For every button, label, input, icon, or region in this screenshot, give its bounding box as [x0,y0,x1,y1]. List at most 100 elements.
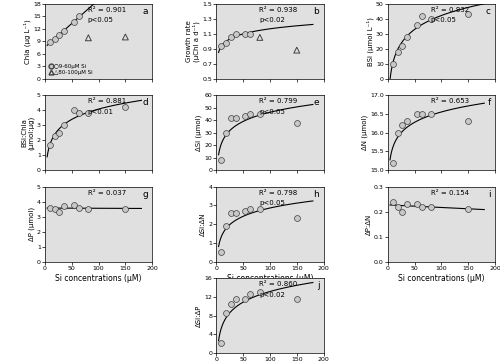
Text: c: c [486,7,490,16]
Point [227,301,235,307]
Point [56,209,64,215]
Text: R² = 0.901: R² = 0.901 [88,7,126,13]
Point [70,202,78,207]
Text: R² = 0.798: R² = 0.798 [260,190,298,195]
Text: d: d [142,98,148,107]
Y-axis label: Chla (μg L⁻¹): Chla (μg L⁻¹) [24,19,31,63]
Point [60,203,68,209]
Point [46,39,54,45]
Point [398,122,406,128]
Text: R² = 0.832: R² = 0.832 [430,7,469,13]
Point [217,43,225,49]
Point [246,31,254,36]
Point [394,204,402,210]
Point [418,13,426,19]
Point [464,118,472,124]
Point [50,133,58,139]
Point [388,160,396,166]
Text: p<0.05: p<0.05 [430,17,456,23]
Point [232,210,239,216]
Point [222,130,230,135]
X-axis label: Si concentrations (μM): Si concentrations (μM) [56,273,142,282]
Point [427,111,435,117]
Text: j: j [316,281,320,290]
Point [84,35,92,41]
Y-axis label: ΔN (μmol): ΔN (μmol) [362,115,368,150]
X-axis label: Si concentrations (μM): Si concentrations (μM) [398,273,484,282]
Point [293,120,301,126]
Point [388,199,396,205]
Point [293,47,301,53]
Point [388,61,396,67]
Y-axis label: ΔSi (μmol): ΔSi (μmol) [196,114,202,151]
Text: R² = 0.799: R² = 0.799 [260,98,298,104]
Text: p<0.02: p<0.02 [260,17,285,23]
Point [60,122,68,128]
Text: p<0.02: p<0.02 [260,292,285,298]
Point [222,310,230,316]
Point [256,111,264,117]
Point [75,13,83,19]
Point [293,215,301,221]
Point [56,130,64,135]
Point [50,206,58,212]
Text: R² = 0.653: R² = 0.653 [430,98,469,104]
Point [398,43,406,48]
Point [246,206,254,212]
Point [232,115,239,120]
Y-axis label: ΔSi:ΔP: ΔSi:ΔP [196,304,202,327]
Point [293,296,301,302]
Point [217,249,225,255]
Point [242,208,250,214]
Point [256,206,264,212]
Point [242,296,250,302]
Text: a: a [142,7,148,16]
Point [70,107,78,113]
Text: b: b [314,7,320,16]
Point [232,296,239,302]
Point [242,31,250,36]
Point [413,111,421,117]
Point [84,110,92,116]
Point [222,223,230,229]
Point [75,110,83,116]
Point [256,35,264,40]
Point [122,206,130,212]
Point [46,142,54,147]
Point [427,16,435,21]
Point [403,34,411,40]
Point [418,204,426,210]
Y-axis label: BSi (μmol L⁻¹): BSi (μmol L⁻¹) [366,17,374,66]
Point [464,11,472,17]
Text: R² = 0.154: R² = 0.154 [430,190,469,195]
Point [394,130,402,135]
Text: p<0.05: p<0.05 [88,17,114,23]
Point [50,36,58,42]
Point [122,34,130,40]
Text: f: f [488,98,490,107]
Point [246,292,254,297]
Point [246,111,254,117]
Point [60,28,68,33]
Text: R² = 0.938: R² = 0.938 [260,7,298,13]
Y-axis label: ΔP (μmol): ΔP (μmol) [28,207,35,241]
Point [84,206,92,212]
Text: i: i [488,190,490,199]
Point [256,289,264,295]
Point [122,104,130,110]
Text: h: h [314,190,320,199]
Legend: ○9-60μM Si, △80-100μM Si: ○9-60μM Si, △80-100μM Si [48,64,93,76]
Text: p<0.05: p<0.05 [260,200,285,206]
Text: g: g [142,190,148,199]
Point [227,210,235,216]
Point [217,157,225,163]
Y-axis label: BSi:Chla
(μmol:μg): BSi:Chla (μmol:μg) [21,115,35,150]
Point [418,111,426,117]
Y-axis label: ΔP:ΔN: ΔP:ΔN [366,213,372,235]
Point [413,22,421,28]
Point [464,206,472,212]
Point [217,340,225,346]
Y-axis label: Growth rate
(μChl a d⁻¹): Growth rate (μChl a d⁻¹) [186,20,200,62]
Point [227,115,235,120]
Point [427,204,435,210]
